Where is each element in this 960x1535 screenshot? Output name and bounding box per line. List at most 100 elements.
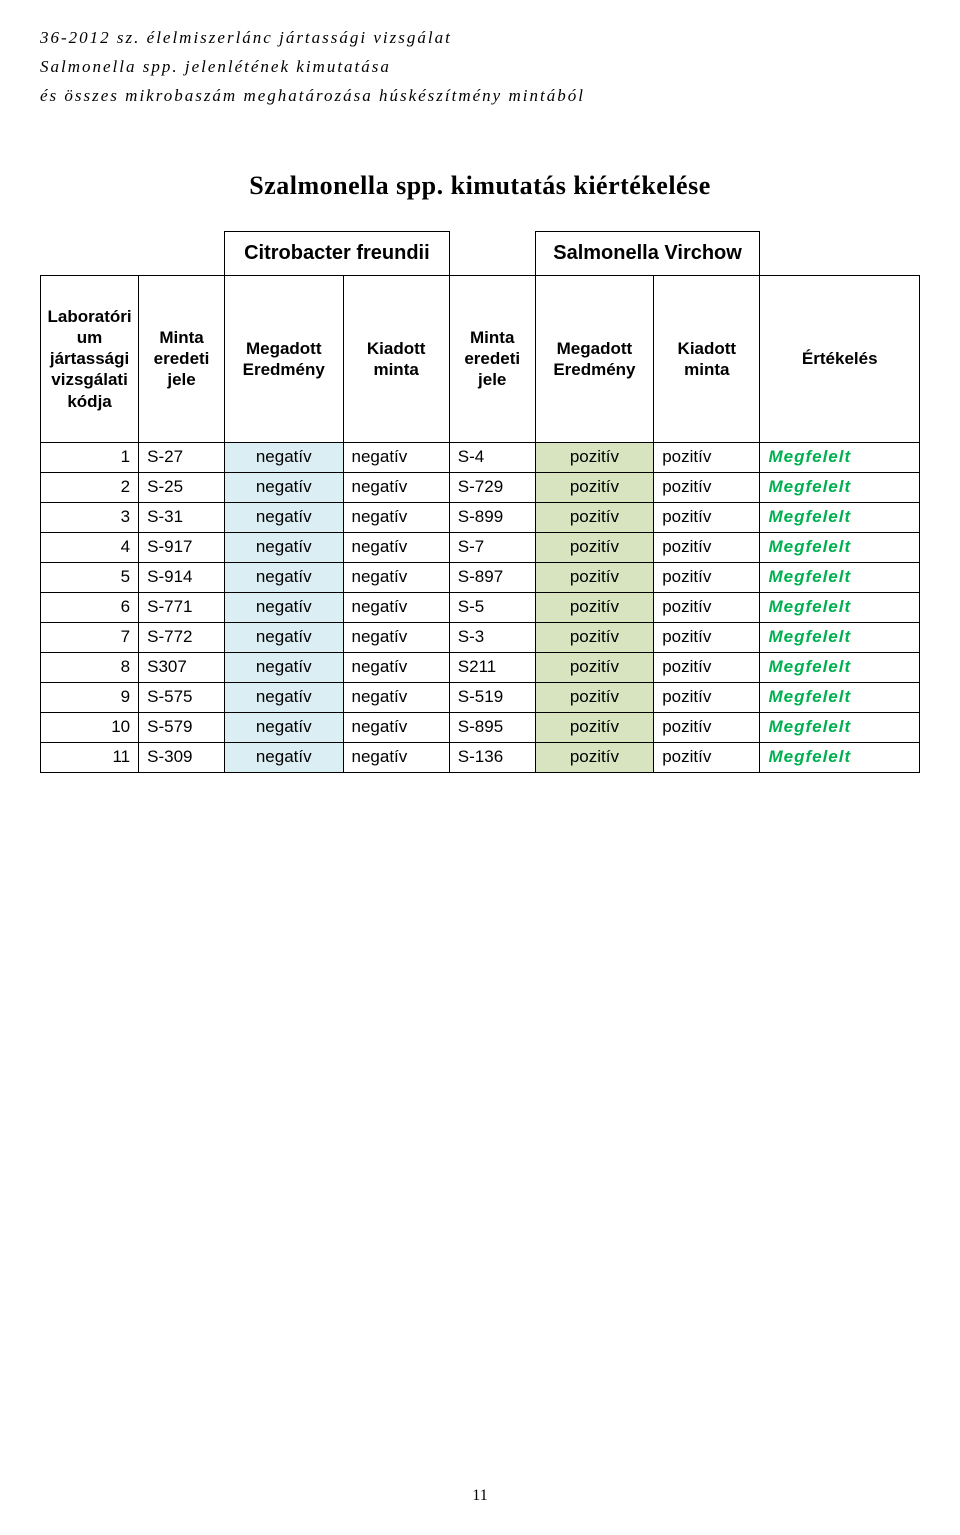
table-row: 3S-31negatívnegatívS-899pozitívpozitívMe…	[41, 502, 920, 532]
cell-sample-code-2: S-899	[449, 502, 535, 532]
cell-evaluation: Megfelelt	[760, 472, 920, 502]
cell-sample-code-1: S-31	[139, 502, 225, 532]
col-header-kiadott1: Kiadottminta	[343, 275, 449, 442]
cell-sample-code-1: S-917	[139, 532, 225, 562]
cell-issued-1: negatív	[343, 532, 449, 562]
cell-issued-2: pozitív	[654, 472, 760, 502]
cell-evaluation: Megfelelt	[760, 442, 920, 472]
column-header-row: Laboratóriumjártasságivizsgálatikódja Mi…	[41, 275, 920, 442]
col-header-labcode: Laboratóriumjártasságivizsgálatikódja	[41, 275, 139, 442]
heading-line-1: 36-2012 sz. élelmiszerlánc jártassági vi…	[40, 24, 920, 53]
cell-index: 2	[41, 472, 139, 502]
cell-index: 3	[41, 502, 139, 532]
cell-sample-code-2: S-519	[449, 682, 535, 712]
cell-given-result-1: negatív	[224, 652, 343, 682]
cell-index: 5	[41, 562, 139, 592]
cell-sample-code-2: S-7	[449, 532, 535, 562]
table-row: 5S-914negatívnegatívS-897pozitívpozitívM…	[41, 562, 920, 592]
cell-issued-1: negatív	[343, 442, 449, 472]
cell-sample-code-1: S-25	[139, 472, 225, 502]
cell-sample-code-2: S-729	[449, 472, 535, 502]
cell-given-result-2: pozitív	[535, 442, 654, 472]
cell-issued-2: pozitív	[654, 712, 760, 742]
cell-given-result-1: negatív	[224, 682, 343, 712]
cell-given-result-1: negatív	[224, 592, 343, 622]
cell-sample-code-2: S-3	[449, 622, 535, 652]
cell-sample-code-1: S-575	[139, 682, 225, 712]
cell-issued-2: pozitív	[654, 502, 760, 532]
cell-sample-code-1: S-771	[139, 592, 225, 622]
group-header-salmonella: Salmonella Virchow	[535, 231, 760, 275]
cell-given-result-2: pozitív	[535, 712, 654, 742]
group-header-blank-2	[139, 231, 225, 275]
group-header-blank-4	[760, 231, 920, 275]
cell-index: 7	[41, 622, 139, 652]
cell-given-result-2: pozitív	[535, 502, 654, 532]
cell-issued-1: negatív	[343, 472, 449, 502]
cell-issued-2: pozitív	[654, 532, 760, 562]
cell-issued-2: pozitív	[654, 682, 760, 712]
cell-sample-code-1: S-772	[139, 622, 225, 652]
heading-line-3: és összes mikrobaszám meghatározása húsk…	[40, 82, 920, 111]
page-title: Szalmonella spp. kimutatás kiértékelése	[40, 171, 920, 201]
cell-sample-code-1: S-579	[139, 712, 225, 742]
col-header-kiadott2: Kiadottminta	[654, 275, 760, 442]
cell-sample-code-2: S-136	[449, 742, 535, 772]
cell-sample-code-1: S-27	[139, 442, 225, 472]
cell-given-result-1: negatív	[224, 742, 343, 772]
document-heading: 36-2012 sz. élelmiszerlánc jártassági vi…	[40, 24, 920, 111]
table-row: 6S-771negatívnegatívS-5pozitívpozitívMeg…	[41, 592, 920, 622]
cell-evaluation: Megfelelt	[760, 652, 920, 682]
cell-index: 11	[41, 742, 139, 772]
cell-evaluation: Megfelelt	[760, 532, 920, 562]
cell-evaluation: Megfelelt	[760, 682, 920, 712]
cell-issued-1: negatív	[343, 502, 449, 532]
col-header-megadott2: MegadottEredmény	[535, 275, 654, 442]
cell-sample-code-2: S-897	[449, 562, 535, 592]
col-header-ertekeles: Értékelés	[760, 275, 920, 442]
cell-issued-1: negatív	[343, 652, 449, 682]
cell-given-result-1: negatív	[224, 622, 343, 652]
cell-issued-2: pozitív	[654, 652, 760, 682]
page-number: 11	[0, 1487, 960, 1505]
table-row: 11S-309negatívnegatívS-136pozitívpozitív…	[41, 742, 920, 772]
cell-sample-code-2: S211	[449, 652, 535, 682]
heading-line-2: Salmonella spp. jelenlétének kimutatása	[40, 53, 920, 82]
cell-sample-code-1: S-914	[139, 562, 225, 592]
cell-given-result-1: negatív	[224, 562, 343, 592]
group-header-row: Citrobacter freundii Salmonella Virchow	[41, 231, 920, 275]
cell-given-result-2: pozitív	[535, 742, 654, 772]
cell-sample-code-1: S-309	[139, 742, 225, 772]
table-row: 10S-579negatívnegatívS-895pozitívpozitív…	[41, 712, 920, 742]
cell-index: 6	[41, 592, 139, 622]
cell-issued-1: negatív	[343, 592, 449, 622]
cell-given-result-2: pozitív	[535, 532, 654, 562]
cell-issued-2: pozitív	[654, 562, 760, 592]
cell-given-result-2: pozitív	[535, 622, 654, 652]
cell-given-result-2: pozitív	[535, 472, 654, 502]
cell-given-result-2: pozitív	[535, 652, 654, 682]
cell-sample-code-2: S-895	[449, 712, 535, 742]
cell-issued-2: pozitív	[654, 442, 760, 472]
cell-index: 10	[41, 712, 139, 742]
cell-given-result-1: negatív	[224, 442, 343, 472]
cell-index: 8	[41, 652, 139, 682]
cell-issued-1: negatív	[343, 712, 449, 742]
table-row: 7S-772negatívnegatívS-3pozitívpozitívMeg…	[41, 622, 920, 652]
cell-index: 1	[41, 442, 139, 472]
cell-sample-code-2: S-5	[449, 592, 535, 622]
cell-evaluation: Megfelelt	[760, 502, 920, 532]
col-header-minta2: Mintaeredetijele	[449, 275, 535, 442]
group-header-citrobacter: Citrobacter freundii	[224, 231, 449, 275]
table-row: 2S-25negatívnegatívS-729pozitívpozitívMe…	[41, 472, 920, 502]
table-row: 4S-917negatívnegatívS-7pozitívpozitívMeg…	[41, 532, 920, 562]
table-row: 9S-575negatívnegatívS-519pozitívpozitívM…	[41, 682, 920, 712]
col-header-minta1: Mintaeredetijele	[139, 275, 225, 442]
cell-issued-1: negatív	[343, 742, 449, 772]
group-header-blank-1	[41, 231, 139, 275]
cell-issued-1: negatív	[343, 562, 449, 592]
cell-given-result-1: negatív	[224, 472, 343, 502]
cell-given-result-1: negatív	[224, 532, 343, 562]
cell-issued-1: negatív	[343, 682, 449, 712]
cell-issued-2: pozitív	[654, 742, 760, 772]
